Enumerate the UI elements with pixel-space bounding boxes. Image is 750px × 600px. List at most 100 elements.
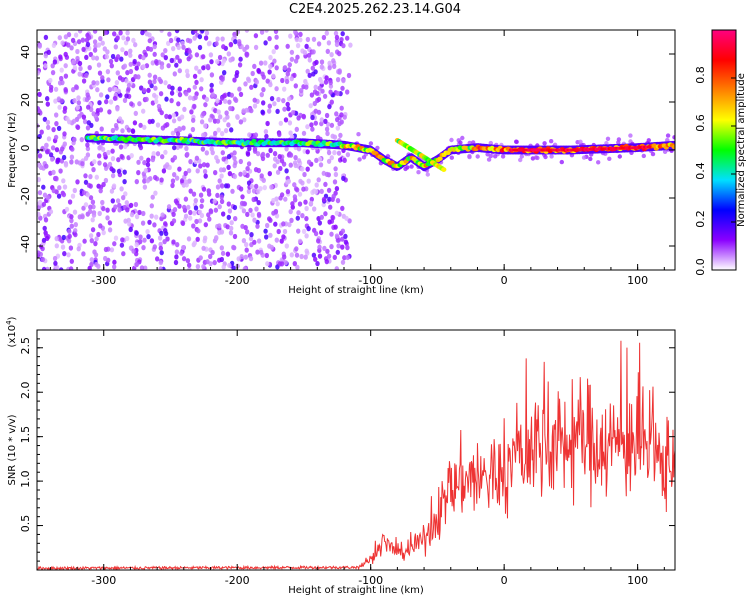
noise-cell: [324, 30, 329, 36]
noise-cell: [315, 261, 320, 267]
noise-cell: [131, 37, 136, 44]
noise-cell: [245, 166, 250, 172]
noise-cell: [68, 266, 74, 270]
noise-cell: [134, 242, 139, 248]
noise-cell: [87, 265, 92, 270]
noise-cell: [152, 51, 157, 57]
noise-cell: [340, 205, 345, 211]
noise-cell: [306, 178, 311, 184]
noise-cell: [282, 228, 288, 235]
noise-cell: [268, 147, 273, 154]
noise-cell: [153, 190, 158, 196]
noise-cell: [41, 266, 47, 270]
noise-cell: [201, 111, 206, 117]
noise-cell: [245, 229, 250, 235]
noise-cell: [272, 101, 277, 107]
noise-cell: [85, 125, 91, 131]
noise-cell: [607, 156, 612, 161]
noise-cell: [332, 150, 337, 156]
noise-cell: [145, 178, 150, 184]
noise-cell: [76, 246, 81, 252]
noise-cell: [62, 131, 67, 137]
noise-cell: [284, 243, 289, 249]
noise-cell: [252, 217, 257, 223]
noise-cell: [153, 174, 158, 181]
noise-cell: [253, 33, 259, 39]
noise-cell: [260, 151, 266, 157]
noise-cell: [171, 211, 176, 217]
noise-cell: [199, 86, 204, 92]
noise-cell: [167, 31, 172, 37]
colorbar-label: Normalized spectral amplitude: [736, 73, 747, 227]
noise-cell: [279, 192, 285, 198]
noise-cell: [143, 168, 149, 174]
noise-cell: [179, 250, 184, 256]
noise-cell: [55, 157, 60, 163]
noise-cell: [115, 70, 121, 76]
noise-cell: [187, 267, 192, 270]
noise-cell: [95, 87, 100, 93]
noise-cell: [176, 101, 181, 107]
noise-cell: [138, 122, 143, 128]
noise-cell: [72, 209, 78, 215]
noise-cell: [289, 217, 294, 223]
noise-cell: [143, 265, 148, 270]
noise-cell: [241, 108, 246, 114]
noise-cell: [74, 84, 79, 90]
noise-cell: [68, 245, 74, 251]
noise-cell: [249, 108, 254, 114]
noise-cell: [259, 173, 264, 179]
noise-cell: [493, 154, 498, 159]
noise-cell: [64, 206, 70, 212]
noise-cell: [242, 170, 247, 176]
noise-cell: [62, 184, 68, 190]
noise-cell: [449, 137, 454, 143]
noise-cell: [54, 147, 60, 153]
noise-cell: [48, 209, 54, 215]
noise-cell: [98, 188, 103, 194]
noise-cell: [182, 106, 187, 112]
noise-cell: [118, 30, 123, 36]
noise-cell: [139, 155, 144, 161]
noise-cell: [267, 103, 272, 109]
noise-cell: [183, 179, 189, 185]
noise-cell: [234, 73, 239, 79]
noise-cell: [334, 111, 339, 117]
noise-cell: [76, 100, 82, 106]
noise-cell: [616, 140, 621, 145]
noise-cell: [213, 130, 218, 136]
noise-cell: [264, 234, 269, 240]
noise-cell: [87, 65, 92, 71]
noise-cell: [81, 114, 87, 120]
noise-cell: [75, 48, 80, 55]
noise-cell: [166, 63, 171, 69]
noise-cell: [129, 212, 135, 218]
noise-cell: [128, 48, 133, 54]
noise-cell: [288, 130, 293, 136]
noise-cell: [254, 79, 259, 85]
noise-cell: [237, 62, 243, 68]
noise-cell: [287, 96, 292, 102]
noise-cell: [159, 230, 164, 236]
colorbar-tick-label: 0.8: [694, 66, 707, 84]
noise-cell: [340, 85, 345, 91]
noise-cell: [252, 148, 258, 154]
noise-cell: [309, 92, 315, 98]
noise-cell: [161, 168, 167, 174]
noise-cell: [134, 230, 139, 236]
noise-cell: [285, 189, 291, 195]
noise-cell: [265, 261, 270, 267]
noise-cell: [192, 84, 197, 90]
noise-cell: [141, 55, 146, 61]
noise-cell: [222, 70, 227, 76]
noise-cell: [313, 189, 319, 195]
noise-cell: [159, 64, 165, 70]
noise-cell: [343, 239, 349, 245]
noise-cell: [334, 34, 340, 41]
noise-cell: [128, 202, 134, 208]
noise-cell: [335, 125, 340, 131]
noise-cell: [142, 184, 148, 190]
noise-cell: [319, 188, 324, 194]
noise-cell: [294, 126, 299, 132]
noise-cell: [103, 177, 109, 184]
